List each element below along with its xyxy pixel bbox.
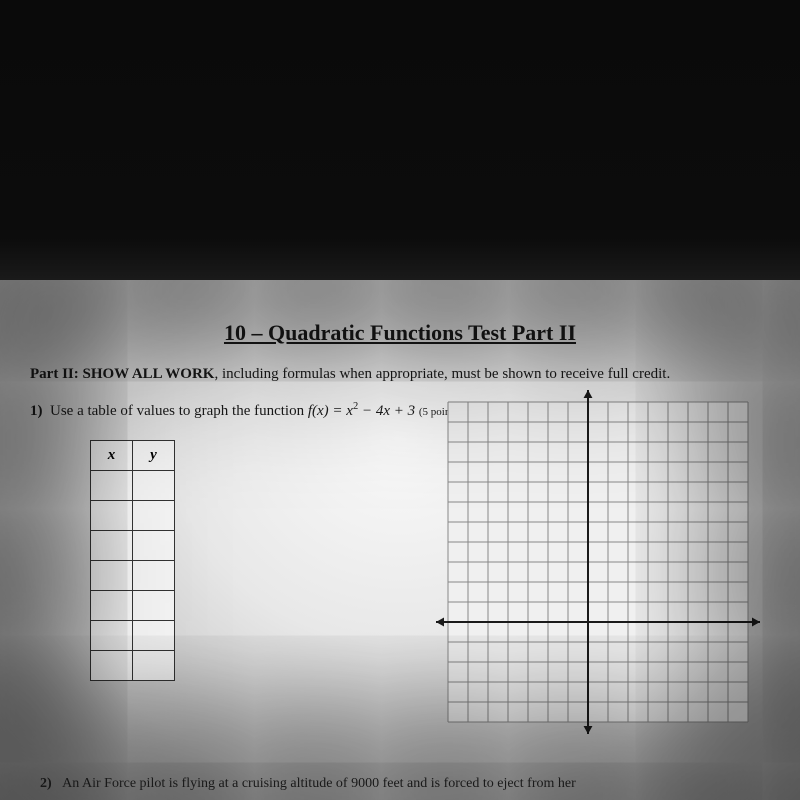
dark-background-top: [0, 0, 800, 280]
table-row: [91, 591, 175, 621]
table-cell: [91, 621, 133, 651]
table-cell: [133, 561, 175, 591]
header-x: x: [91, 441, 133, 471]
table-header-row: x y: [91, 441, 175, 471]
q2-text: An Air Force pilot is flying at a cruisi…: [62, 776, 576, 791]
table-cell: [91, 591, 133, 621]
table-cell: [133, 591, 175, 621]
table-cell: [91, 471, 133, 501]
q1-rest: − 4x + 3: [358, 403, 419, 419]
table-cell: [133, 651, 175, 681]
table-row: [91, 531, 175, 561]
instructions-text: Part II: SHOW ALL WORK, including formul…: [30, 364, 770, 385]
page-title: 10 – Quadratic Functions Test Part II: [30, 320, 770, 346]
xy-table: x y: [90, 440, 175, 681]
table-cell: [91, 561, 133, 591]
coordinate-grid: [436, 390, 760, 734]
cutoff-question-2: 2) An Air Force pilot is flying at a cru…: [40, 776, 576, 792]
instructions-rest: , including formulas when appropriate, m…: [214, 366, 670, 382]
content-row: x y: [30, 440, 770, 739]
table-cell: [91, 531, 133, 561]
table-cell: [133, 621, 175, 651]
table-cell: [133, 471, 175, 501]
instructions-bold: Part II: SHOW ALL WORK: [30, 366, 214, 382]
table-row: [91, 651, 175, 681]
worksheet-paper: 10 – Quadratic Functions Test Part II Pa…: [0, 280, 800, 800]
graph-container: [436, 390, 760, 739]
q1-fx: f(x) =: [308, 403, 346, 419]
table-row: [91, 561, 175, 591]
table-cell: [91, 651, 133, 681]
table-row: [91, 621, 175, 651]
table-row: [91, 471, 175, 501]
q1-x: x: [346, 403, 353, 419]
q1-text: Use a table of values to graph the funct…: [50, 403, 308, 419]
q1-number: 1): [30, 403, 43, 419]
table-row: [91, 501, 175, 531]
table-cell: [133, 501, 175, 531]
table-cell: [133, 531, 175, 561]
q2-number: 2): [40, 776, 52, 791]
table-cell: [91, 501, 133, 531]
header-y: y: [133, 441, 175, 471]
